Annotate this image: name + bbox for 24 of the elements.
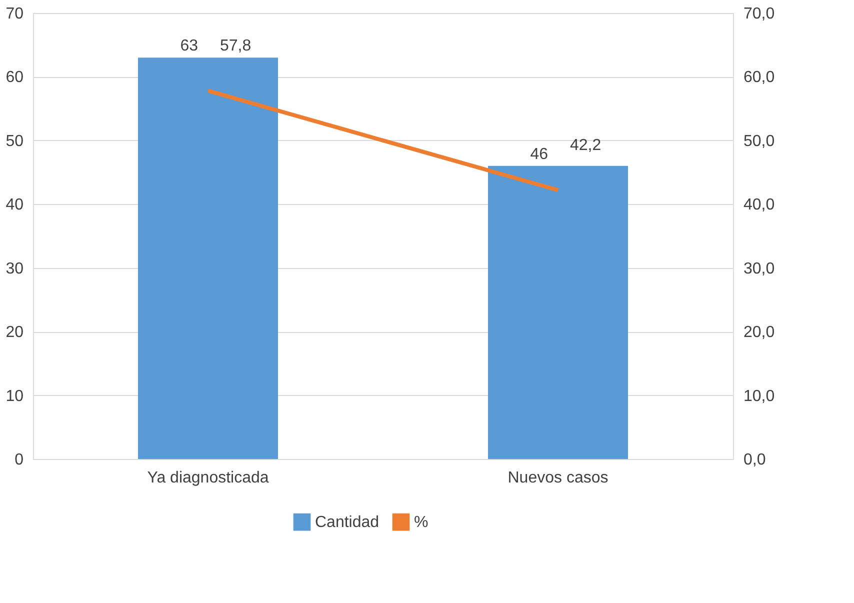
data-label: 46: [530, 146, 548, 163]
y2-tick-label: 70,0: [744, 6, 775, 22]
y-tick-label: 10: [6, 388, 24, 405]
legend-label: Cantidad: [315, 514, 380, 532]
y-tick-label: 30: [6, 260, 24, 278]
y-tick-label: 60: [6, 69, 24, 86]
y2-tick-label: 50,0: [744, 132, 775, 150]
y-tick-label: 50: [6, 132, 24, 150]
y2-tick-label: 40,0: [744, 196, 775, 214]
y2-tick-label: 60,0: [744, 69, 775, 86]
data-label: 57,8: [220, 38, 252, 55]
x-tick-label: Ya diagnosticada: [147, 470, 269, 486]
legend-label: %: [414, 514, 428, 532]
y2-tick-label: 30,0: [744, 260, 775, 278]
y-tick-label: 40: [6, 196, 24, 214]
y2-tick-label: 0,0: [744, 452, 766, 468]
y-tick-label: 0: [14, 452, 24, 468]
y2-tick-label: 10,0: [744, 388, 775, 405]
data-label: 63: [180, 38, 198, 55]
data-label: 42,2: [570, 137, 602, 154]
x-tick-label: Nuevos casos: [508, 470, 608, 486]
y-tick-label: 20: [6, 324, 24, 342]
y-tick-label: 70: [6, 6, 24, 22]
y2-tick-label: 20,0: [744, 324, 775, 342]
